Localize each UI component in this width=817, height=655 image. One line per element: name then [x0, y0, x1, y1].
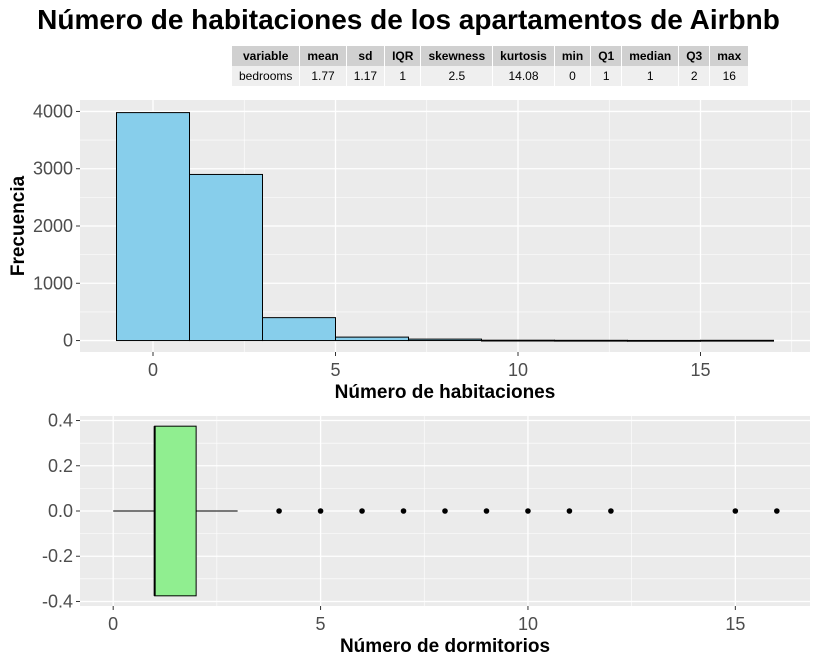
summary-cell-q3: 2	[678, 66, 711, 86]
y-tick-label: -0.2	[42, 546, 73, 566]
summary-header-q1: Q1	[590, 46, 623, 66]
y-tick-label: -0.4	[42, 591, 73, 611]
y-tick-label: 1000	[33, 273, 73, 293]
summary-cell-variable: bedrooms	[232, 66, 301, 86]
outlier-point	[525, 508, 531, 514]
histogram-chart: 0 5 10 15 0 1000 2000 3000 4000 Número de habitac…	[8, 100, 810, 400]
summary-cell-sd: 1.17	[346, 66, 386, 86]
x-axis-title: Número de habitaciones	[335, 382, 556, 400]
outlier-point	[400, 508, 407, 514]
summary-header-median: median	[621, 46, 680, 66]
y-tick-label: 4000	[33, 101, 73, 121]
x-tick-label: 15	[690, 360, 710, 380]
summary-header-max: max	[709, 46, 750, 66]
summary-cell-kurtosis: 14.08	[492, 66, 555, 86]
histogram-bar	[189, 173, 263, 342]
y-axis-title: Frecuencia	[8, 175, 29, 276]
histogram-bar	[116, 112, 190, 342]
summary-header-iqr: IQR	[384, 46, 422, 66]
outlier-point	[774, 508, 780, 514]
outlier-point	[359, 508, 365, 514]
y-tick-label: 0.4	[48, 411, 73, 431]
box	[154, 425, 197, 597]
y-tick-label: 3000	[33, 159, 73, 179]
outlier-point	[483, 508, 490, 514]
chart-title: Número de habitaciones de los apartament…	[37, 4, 780, 35]
boxplot-chart: 0 5 10 15 -0.4 -0.2 0.0 0.2 0.4 Número de dormito…	[9, 411, 810, 655]
histogram-bar	[335, 336, 409, 342]
outlier-point	[608, 508, 614, 514]
y-tick-label: 0	[63, 331, 73, 351]
outlier-point	[566, 508, 573, 514]
summary-cell-max: 16	[709, 66, 750, 86]
summary-table-row: bedrooms 1.77 1.17 1 2.5 14.08 0 1 1 2 16	[232, 66, 750, 86]
histogram-bar	[408, 338, 482, 342]
x-tick-label: 0	[108, 614, 118, 634]
x-tick-label: 0	[148, 360, 158, 380]
x-tick-label: 5	[330, 360, 340, 380]
histogram-bar	[554, 339, 628, 342]
summary-header-skewness: skewness	[420, 46, 494, 66]
summary-cell-skewness: 2.5	[420, 66, 494, 86]
y-tick-label: 0.0	[48, 501, 73, 521]
summary-header-q3: Q3	[678, 46, 711, 66]
outlier-point	[442, 508, 448, 514]
summary-table-header: variable mean sd IQR skewness kurtosis min Q1 me…	[232, 46, 750, 66]
summary-header-mean: mean	[299, 46, 347, 66]
histogram-bar	[262, 317, 336, 342]
outlier-point	[732, 508, 739, 514]
summary-header-sd: sd	[346, 46, 386, 66]
x-axis-title: Número de dormitorios	[340, 636, 550, 655]
summary-cell-iqr: 1	[384, 66, 422, 86]
summary-header-kurtosis: kurtosis	[492, 46, 555, 66]
summary-header-variable: variable	[232, 46, 301, 66]
summary-table: variable mean sd IQR skewness kurtosis min Q1 me…	[232, 46, 750, 86]
outlier-point	[317, 508, 324, 514]
summary-cell-median: 1	[621, 66, 680, 86]
x-tick-label: 15	[725, 614, 745, 634]
outlier-point	[276, 508, 282, 514]
x-tick-label: 10	[518, 614, 538, 634]
summary-cell-q1: 1	[590, 66, 623, 86]
summary-cell-mean: 1.77	[299, 66, 347, 86]
x-tick-label: 5	[316, 614, 326, 634]
summary-cell-min: 0	[554, 66, 592, 86]
histogram-bar	[700, 339, 774, 342]
x-tick-label: 10	[508, 360, 528, 380]
histogram-bar	[627, 339, 701, 342]
summary-header-min: min	[554, 46, 592, 66]
y-tick-label: 0.2	[48, 456, 73, 476]
y-tick-label: 2000	[33, 216, 73, 236]
histogram-bar	[481, 339, 555, 342]
